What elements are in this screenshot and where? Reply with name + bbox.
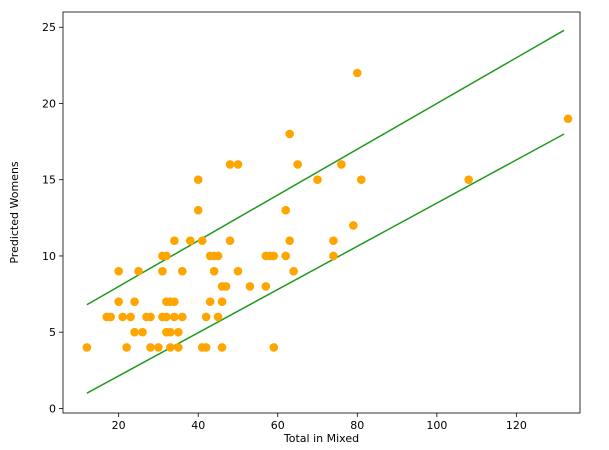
x-axis-ticks: 20 40 60 80 100 120 — [112, 413, 527, 432]
scatter-point — [281, 251, 291, 261]
x-axis-label: Total in Mixed — [283, 432, 359, 445]
x-tick-label: 120 — [506, 419, 527, 432]
fit-line — [86, 133, 565, 394]
y-tick-label: 10 — [42, 250, 56, 263]
scatter-point — [138, 327, 147, 337]
scatter-point — [170, 236, 179, 246]
scatter-point — [217, 297, 227, 306]
scatter-point — [174, 343, 183, 352]
scatter-point — [201, 312, 211, 322]
scatter-point — [337, 160, 346, 169]
scatter-point — [197, 236, 207, 246]
scatter-point — [261, 282, 271, 291]
y-axis-label: Predicted Womens — [8, 161, 21, 264]
scatter-point — [193, 175, 203, 185]
scatter-point — [293, 160, 302, 169]
scatter-point — [170, 312, 179, 322]
scatter-point — [269, 251, 279, 261]
scatter-point — [114, 297, 123, 306]
y-tick-label: 0 — [49, 402, 56, 415]
scatter-point — [209, 266, 219, 276]
scatter-point — [563, 114, 573, 124]
scatter-point — [349, 221, 358, 230]
scatter-point — [130, 327, 139, 337]
y-axis-ticks: 0 5 10 15 20 25 — [42, 21, 63, 415]
scatter-point — [329, 251, 338, 261]
scatter-point — [285, 129, 294, 139]
scatter-point — [185, 236, 195, 246]
scatter-point — [464, 175, 473, 185]
plot-frame — [62, 11, 581, 414]
y-tick-label: 5 — [49, 326, 56, 339]
scatter-point — [221, 282, 231, 291]
x-tick-label: 20 — [112, 419, 126, 432]
x-tick-label: 100 — [426, 419, 447, 432]
scatter-point — [122, 343, 131, 352]
scatter-point — [134, 266, 143, 276]
scatter-point — [174, 327, 183, 337]
scatter-point — [178, 312, 187, 322]
scatter-point — [213, 312, 223, 322]
x-tick-label: 80 — [350, 419, 364, 432]
scatter-point — [217, 343, 227, 352]
scatter-point — [166, 327, 175, 337]
scatter-point — [329, 236, 338, 246]
scatter-point — [201, 343, 211, 352]
scatter-point — [213, 251, 223, 261]
scatter-point — [356, 175, 366, 185]
scatter-point — [352, 68, 362, 78]
scatter-point — [146, 343, 155, 352]
x-tick-label: 60 — [271, 419, 285, 432]
y-tick-label: 25 — [42, 21, 56, 34]
scatter-point — [158, 266, 167, 276]
scatter-point — [289, 266, 298, 276]
scatter-point — [285, 236, 294, 246]
scatter-point — [313, 175, 322, 185]
scatter-point — [233, 266, 243, 276]
scatter-point — [178, 266, 187, 276]
scatter-point — [82, 343, 92, 352]
scatter-point — [233, 160, 243, 169]
scatter-point — [170, 297, 179, 306]
scatter-point — [205, 297, 215, 306]
scatter-point — [166, 343, 175, 352]
x-tick-label: 40 — [191, 419, 205, 432]
scatter-point — [281, 205, 291, 215]
chart-marks — [82, 29, 573, 394]
scatter-point — [154, 343, 163, 352]
y-tick-label: 20 — [42, 97, 56, 110]
scatter-point — [193, 205, 203, 215]
scatter-point — [225, 160, 235, 169]
scatter-point — [118, 312, 127, 322]
scatter-point — [130, 297, 139, 306]
scatter-point — [114, 266, 123, 276]
scatter-point — [225, 236, 235, 246]
scatter-point — [106, 312, 116, 322]
y-tick-label: 15 — [42, 174, 56, 187]
scatter-point — [162, 251, 171, 261]
scatter-point — [126, 312, 135, 322]
scatter-point — [245, 282, 255, 291]
scatter-point — [162, 312, 171, 322]
scatter-point — [146, 312, 155, 322]
scatter-point — [269, 343, 279, 352]
